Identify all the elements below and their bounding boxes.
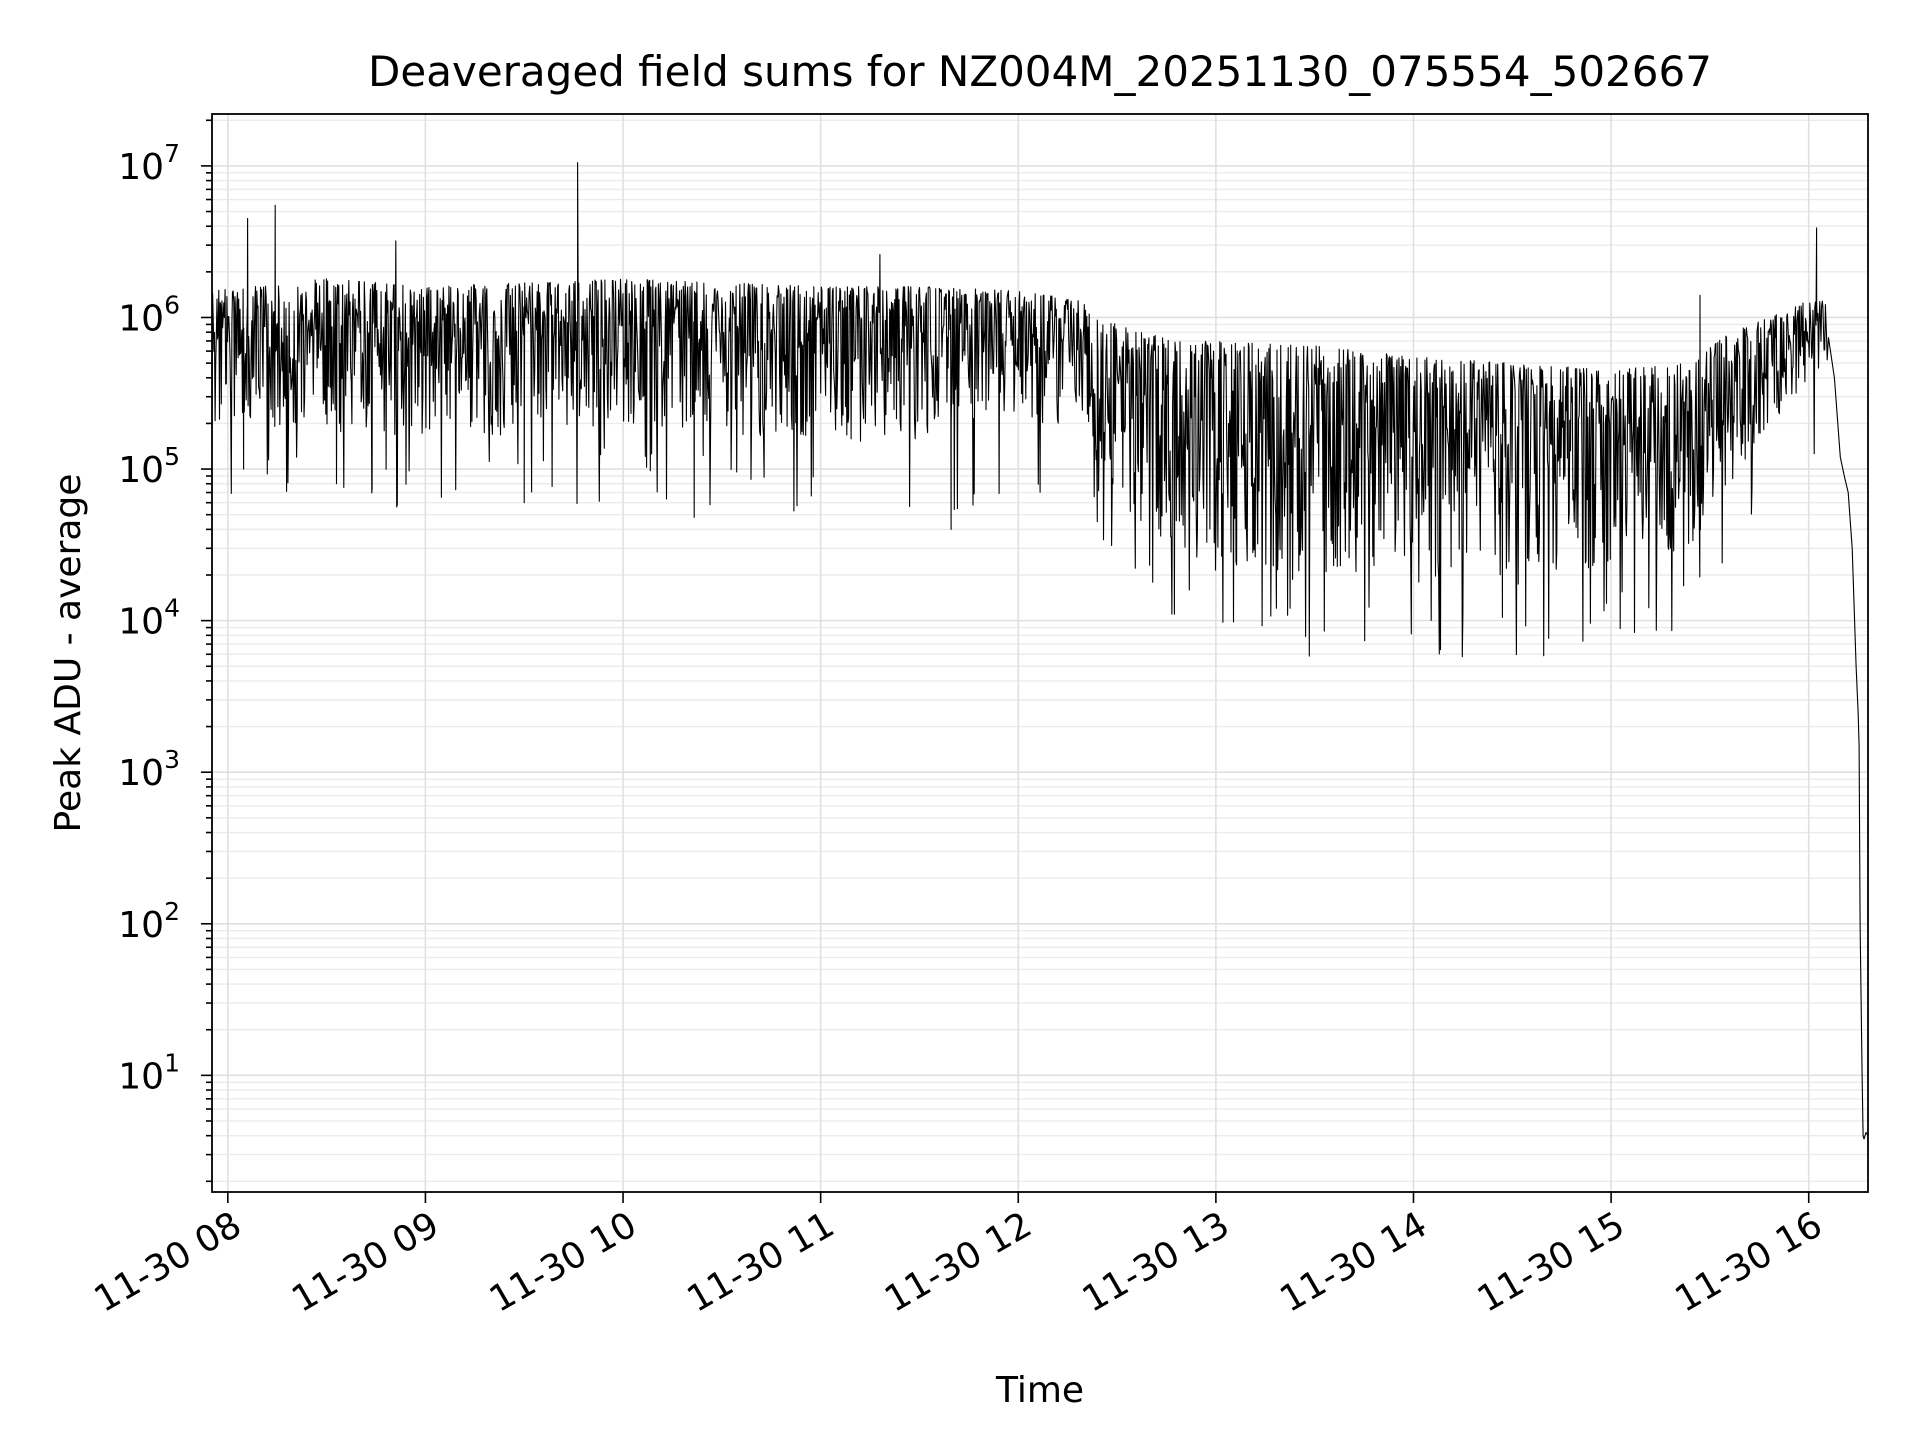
series-line	[211, 162, 1869, 1140]
x-tick-label: 11-30 08	[88, 1204, 249, 1320]
data-series	[211, 162, 1869, 1140]
x-tick-label: 11-30 16	[1669, 1204, 1830, 1320]
x-tick-label: 11-30 13	[1076, 1204, 1237, 1320]
plot-frame	[211, 113, 1869, 1193]
x-tick-label: 11-30 14	[1273, 1204, 1434, 1320]
grid	[212, 114, 1868, 1192]
y-tick-label: 103	[118, 745, 180, 794]
chart-title: Deaveraged field sums for NZ004M_2025113…	[368, 47, 1712, 96]
x-tick-label: 11-30 10	[483, 1204, 644, 1320]
y-tick-label: 101	[118, 1048, 180, 1097]
y-axis-label: Peak ADU - average	[48, 474, 89, 833]
y-tick-label: 102	[118, 897, 180, 946]
y-tick-label: 106	[118, 290, 180, 339]
x-tick-label: 11-30 11	[680, 1204, 841, 1320]
y-tick-label: 107	[118, 139, 180, 188]
x-axis-label: Time	[995, 1370, 1084, 1411]
x-tick-label: 11-30 09	[285, 1204, 446, 1320]
x-tick-label: 11-30 15	[1471, 1204, 1632, 1320]
y-tick-label: 104	[118, 594, 180, 643]
y-tick-label: 105	[118, 442, 180, 491]
x-tick-label: 11-30 12	[878, 1204, 1039, 1320]
